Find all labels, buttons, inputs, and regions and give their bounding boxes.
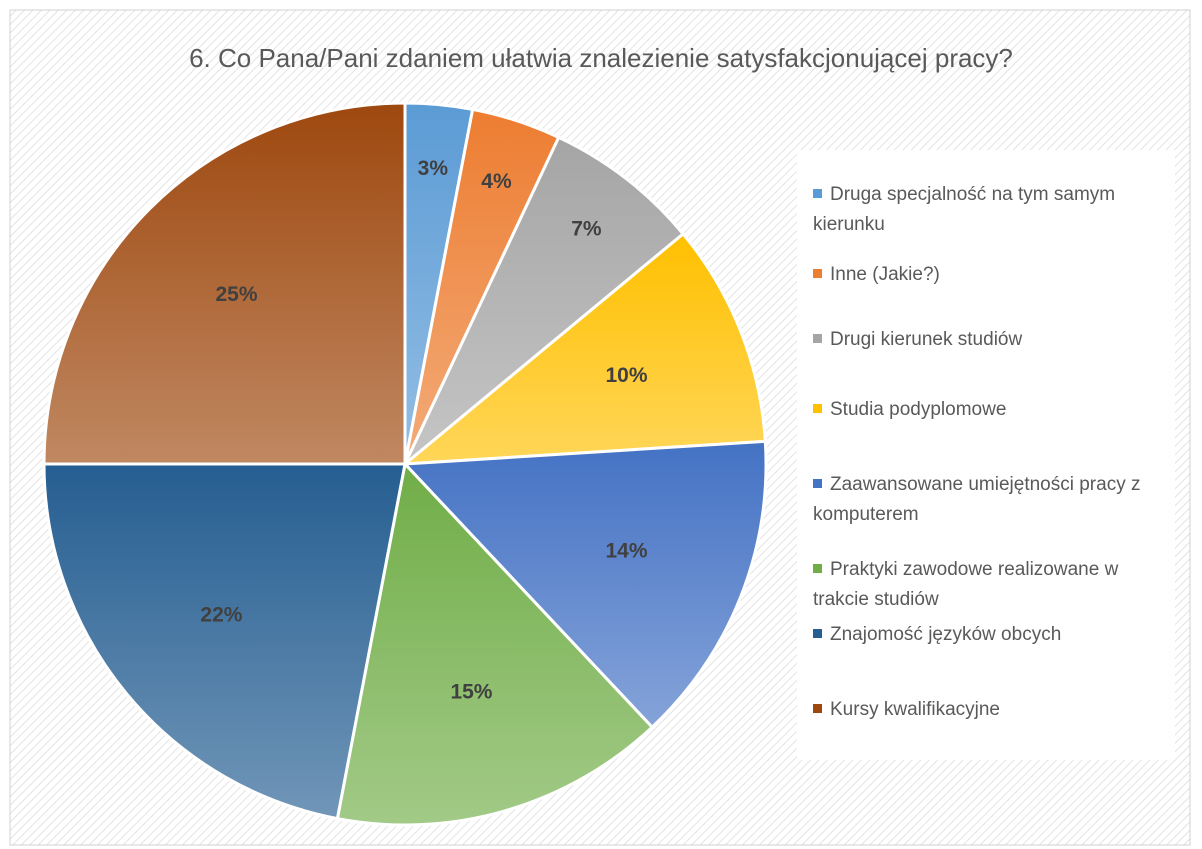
pie-slice — [335, 460, 655, 827]
pie-slice — [401, 439, 768, 730]
legend-label: Inne (Jakie?) — [830, 264, 940, 285]
legend-swatch — [813, 269, 822, 278]
legend-entry: Studia podyplomowe — [813, 395, 1158, 425]
legend-entry: Zaawansowane umiejętności pracy z komput… — [813, 470, 1158, 530]
data-label: 14% — [606, 539, 648, 562]
legend-label: Studia podyplomowe — [830, 399, 1007, 420]
legend-label: Druga specjalność na tym samym kierunku — [813, 184, 1116, 235]
legend-entry: Kursy kwalifikacyjne — [813, 695, 1158, 725]
legend-entry: Praktyki zawodowe realizowane w trakcie … — [813, 555, 1158, 615]
data-label: 4% — [481, 170, 512, 193]
legend-entry: Drugi kierunek studiów — [813, 325, 1158, 355]
legend-swatch — [813, 479, 822, 488]
data-label: 22% — [200, 603, 242, 626]
legend-entry: Znajomość języków obcych — [813, 620, 1158, 650]
legend-swatch — [813, 629, 822, 638]
chart-title: 6. Co Pana/Pani zdaniem ułatwia znalezie… — [189, 43, 1013, 73]
legend-swatch — [813, 564, 822, 573]
legend-swatch — [813, 189, 822, 198]
data-label: 3% — [418, 157, 449, 180]
legend-label: Znajomość języków obcych — [830, 624, 1062, 645]
pie-slice — [403, 135, 686, 466]
pie-slice — [400, 231, 767, 466]
pie-slice — [42, 462, 407, 821]
legend-swatch — [813, 334, 822, 343]
legend-label: Kursy kwalifikacyjne — [830, 699, 1000, 720]
legend-swatch — [813, 404, 822, 413]
legend-label: Drugi kierunek studiów — [830, 329, 1023, 350]
pie-slice — [42, 101, 407, 466]
data-label: 10% — [606, 364, 648, 387]
legend: Druga specjalność na tym samym kierunku I… — [797, 150, 1175, 760]
legend-entry: Druga specjalność na tym samym kierunku — [813, 180, 1158, 240]
legend-entry: Inne (Jakie?) — [813, 260, 1158, 290]
legend-label: Praktyki zawodowe realizowane w trakcie … — [813, 559, 1119, 610]
data-label: 15% — [450, 680, 492, 703]
legend-label: Zaawansowane umiejętności pracy z komput… — [813, 474, 1141, 525]
data-label: 25% — [216, 283, 258, 306]
data-label: 7% — [571, 218, 602, 241]
legend-swatch — [813, 704, 822, 713]
